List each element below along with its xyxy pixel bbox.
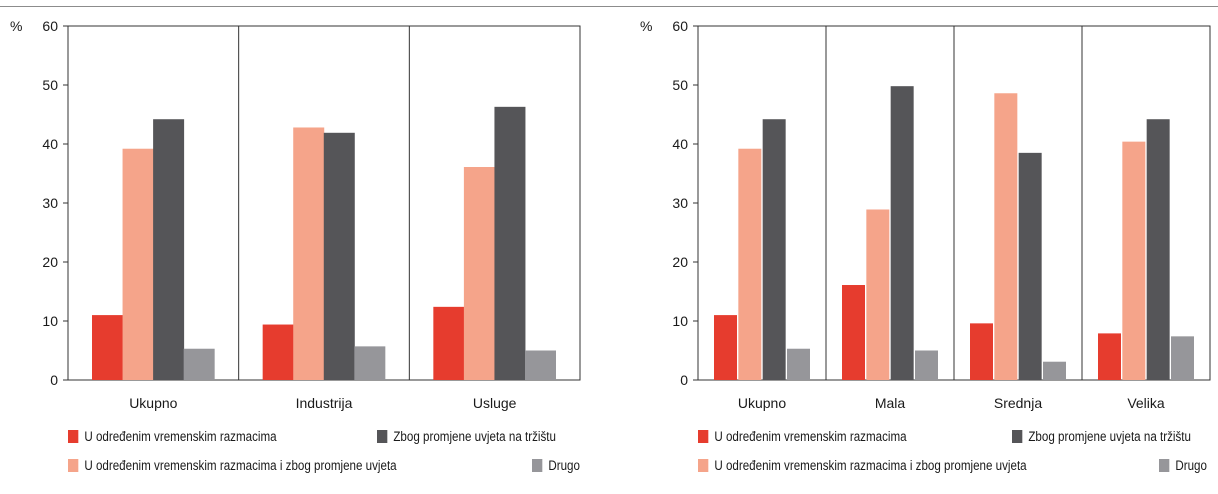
bar-left-ukupno-series3 [183, 348, 215, 380]
bar-right-velika-series2 [1146, 119, 1170, 380]
legend-label: U određenim vremenskim razmacima [84, 429, 277, 444]
bar-left-industrija-series2 [323, 132, 355, 380]
bar-left-usluge-series0 [433, 306, 465, 380]
legend-swatch [698, 459, 709, 472]
y-tick-label-right: 0 [680, 372, 688, 388]
bar-right-srednja-series3 [1043, 361, 1066, 380]
y-tick-label-left: 30 [42, 195, 58, 211]
y-axis-label-right: % [640, 18, 652, 34]
bar-left-usluge-series2 [494, 106, 526, 380]
bar-right-srednja-series2 [1018, 152, 1042, 380]
bar-right-mala-series0 [842, 285, 865, 380]
x-category-label-right: Mala [875, 395, 906, 411]
x-category-label-right: Velika [1127, 395, 1165, 411]
bar-right-velika-series0 [1098, 333, 1121, 380]
x-category-label-left: Usluge [473, 395, 517, 411]
y-tick-label-left: 40 [42, 136, 58, 152]
legend-label: Drugo [548, 458, 580, 473]
bar-right-mala-series3 [915, 350, 938, 380]
legend-right-s0: U određenim vremenskim razmacima [698, 429, 907, 444]
legend-right-s1: U određenim vremenskim razmacima i zbog … [698, 458, 1027, 473]
bar-left-industrija-series1 [293, 127, 325, 380]
y-tick-label-right: 10 [672, 313, 688, 329]
bar-left-ukupno-series1 [122, 148, 154, 380]
bar-left-industrija-series3 [354, 346, 386, 380]
legend-label: U određenim vremenskim razmacima [714, 429, 907, 444]
y-tick-label-left: 0 [50, 372, 58, 388]
bar-right-srednja-series1 [994, 93, 1018, 380]
y-tick-label-left: 20 [42, 254, 58, 270]
legend-swatch [532, 459, 543, 472]
bar-right-mala-series2 [890, 86, 914, 381]
bar-right-ukupno-series0 [714, 315, 737, 380]
legend-left-s0: U određenim vremenskim razmacima [68, 429, 277, 444]
bar-right-velika-series3 [1171, 336, 1194, 380]
x-category-label-left: Industrija [296, 395, 353, 411]
y-tick-label-right: 30 [672, 195, 688, 211]
bar-left-industrija-series0 [262, 324, 294, 380]
legend-right-s2: Zbog promjene uvjeta na tržištu [1012, 429, 1191, 444]
y-tick-label-right: 50 [672, 77, 688, 93]
top-rule [0, 6, 1218, 7]
legend-swatch [68, 459, 79, 472]
y-tick-label-right: 20 [672, 254, 688, 270]
legend-label: U određenim vremenskim razmacima i zbog … [714, 458, 1027, 473]
legend-left-s1: U određenim vremenskim razmacima i zbog … [68, 458, 397, 473]
legend-left-s3: Drugo [532, 458, 580, 473]
bar-left-ukupno-series2 [153, 119, 185, 380]
x-category-label-right: Ukupno [738, 395, 786, 411]
bar-right-ukupno-series2 [762, 119, 786, 380]
bar-left-usluge-series1 [463, 167, 495, 380]
bar-left-usluge-series3 [525, 350, 556, 380]
y-tick-label-right: 40 [672, 136, 688, 152]
y-tick-label-right: 60 [672, 18, 688, 34]
legend-label: Zbog promjene uvjeta na tržištu [1028, 429, 1191, 444]
bar-right-velika-series1 [1122, 141, 1146, 380]
legend-label: Drugo [1175, 458, 1207, 473]
bar-right-srednja-series0 [970, 323, 993, 380]
y-tick-label-left: 60 [42, 18, 58, 34]
legend-swatch [68, 430, 79, 443]
legend-swatch [698, 430, 709, 443]
bar-right-ukupno-series3 [787, 348, 810, 380]
legend-label: U određenim vremenskim razmacima i zbog … [84, 458, 397, 473]
y-tick-label-left: 10 [42, 313, 58, 329]
y-tick-label-left: 50 [42, 77, 58, 93]
x-category-label-left: Ukupno [129, 395, 177, 411]
legend-swatch [1159, 459, 1170, 472]
legend-swatch [1012, 430, 1023, 443]
legend-swatch [377, 430, 388, 443]
bar-right-ukupno-series1 [738, 148, 762, 380]
bar-right-mala-series1 [866, 209, 890, 380]
y-axis-label-left: % [10, 18, 22, 34]
legend-label: Zbog promjene uvjeta na tržištu [393, 429, 556, 444]
legend-left-s2: Zbog promjene uvjeta na tržištu [377, 429, 556, 444]
x-category-label-right: Srednja [994, 395, 1042, 411]
bar-left-ukupno-series0 [92, 315, 123, 380]
legend-right-s3: Drugo [1159, 458, 1207, 473]
